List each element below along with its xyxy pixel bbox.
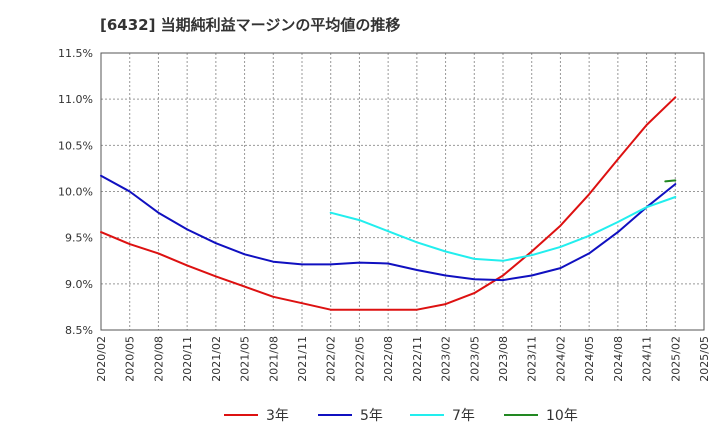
x-tick-label: 2024/11 xyxy=(641,336,654,382)
legend-label: 5年 xyxy=(360,408,383,424)
x-tick-label: 2025/02 xyxy=(669,336,682,382)
x-tick-label: 2021/08 xyxy=(267,336,280,382)
x-tick-label: 2023/08 xyxy=(497,336,510,382)
series-lines xyxy=(100,96,677,311)
x-tick-label: 2021/02 xyxy=(210,336,223,382)
series-line xyxy=(664,179,677,183)
y-tick-label: 9.5% xyxy=(65,232,93,245)
legend-label: 3年 xyxy=(266,408,289,424)
x-tick-label: 2025/05 xyxy=(698,336,711,382)
y-tick-label: 11.0% xyxy=(58,93,93,106)
x-tick-label: 2020/11 xyxy=(181,336,194,382)
x-tick-label: 2020/05 xyxy=(124,336,137,382)
x-tick-label: 2023/11 xyxy=(526,336,539,382)
y-tick-label: 9.0% xyxy=(65,278,93,291)
x-tick-label: 2024/05 xyxy=(583,336,596,382)
legend: 3年 5年 7年 10年 xyxy=(224,408,578,424)
grid xyxy=(101,53,704,330)
series-line xyxy=(100,174,677,282)
x-tick-label: 2023/02 xyxy=(440,336,453,382)
chart-title: [6432] 当期純利益マージンの平均値の推移 xyxy=(100,16,400,34)
y-tick-label: 10.0% xyxy=(58,186,93,199)
x-tick-label: 2022/05 xyxy=(353,336,366,382)
y-tick-label: 10.5% xyxy=(58,139,93,152)
x-tick-label: 2022/02 xyxy=(325,336,338,382)
y-tick-label: 11.5% xyxy=(58,47,93,60)
y-axis: 8.5% 9.0% 9.5% 10.0% 10.5% 11.0% 11.5% xyxy=(58,47,93,337)
legend-label: 10年 xyxy=(546,408,578,424)
x-tick-label: 2020/02 xyxy=(95,336,108,382)
x-tick-label: 2021/11 xyxy=(296,336,309,382)
x-tick-label: 2023/05 xyxy=(468,336,481,382)
legend-label: 7年 xyxy=(452,408,475,424)
x-tick-label: 2024/08 xyxy=(612,336,625,382)
y-tick-label: 8.5% xyxy=(65,324,93,337)
x-tick-label: 2024/02 xyxy=(554,336,567,382)
x-tick-label: 2021/05 xyxy=(239,336,252,382)
plot-area xyxy=(100,52,705,331)
x-axis: 2020/02 2020/05 2020/08 2020/11 2021/02 2021/… xyxy=(95,336,711,382)
x-tick-label: 2022/08 xyxy=(382,336,395,382)
x-tick-label: 2022/11 xyxy=(411,336,424,382)
series-line xyxy=(329,196,677,262)
x-tick-label: 2020/08 xyxy=(152,336,165,382)
series-line xyxy=(100,96,677,311)
